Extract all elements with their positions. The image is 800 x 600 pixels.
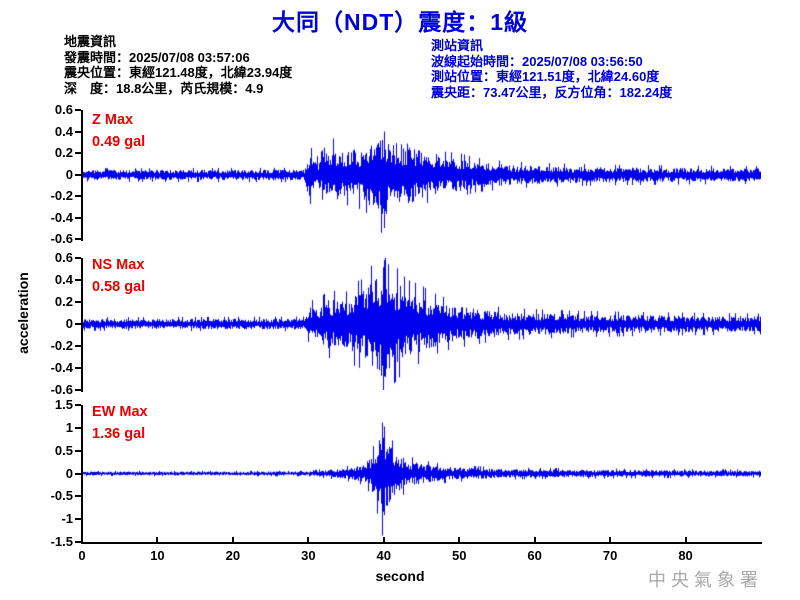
ns-y-tick-label: -0.4: [50, 360, 73, 375]
z-y-tick-label: -0.2: [50, 188, 73, 203]
page-title: 大同（NDT）震度：1級: [271, 9, 529, 35]
x-tick: [684, 537, 687, 542]
ns-y-tick-label: 0.6: [54, 250, 73, 265]
ew-y-tick-label: -0.5: [50, 488, 73, 504]
ns-y-tick: [75, 323, 81, 325]
ew-y-tick-label: 1.5: [54, 397, 73, 412]
origin-time-line: 發震時間：2025/07/08 03:57:06: [64, 49, 250, 65]
ns-y-tick-label: 0.4: [54, 272, 73, 287]
station-info-block: 測站資訊 波線起始時間：2025/07/08 03:56:50 測站位置：東經1…: [431, 38, 672, 100]
z-y-tick: [75, 195, 81, 197]
ew-y-tick: [75, 404, 81, 406]
y-axis-title: acceleration: [15, 272, 31, 354]
earthquake-info-block: 地震資訊 發震時間：2025/07/08 03:57:06 震央位置：東經121…: [64, 34, 292, 96]
x-tick-label: 30: [301, 548, 316, 563]
ew-y-tick: [75, 518, 81, 521]
x-tick: [382, 537, 385, 542]
x-axis-title: second: [375, 568, 425, 584]
ew-y-tick-label: 0: [65, 465, 73, 481]
station-location-line: 測站位置：東經121.51度，北緯24.60度: [431, 69, 660, 84]
z-y-tick: [75, 173, 81, 176]
x-tick: [156, 537, 159, 542]
z-y-tick: [75, 130, 81, 133]
ns-y-tick-label: 0: [65, 316, 73, 331]
x-tick-label: 20: [225, 548, 241, 563]
distance-azimuth-line: 震央距：73.47公里，反方位角：182.24度: [431, 84, 673, 100]
ew-y-tick-label: 0.5: [54, 442, 73, 458]
ew-y-tick: [75, 495, 81, 498]
earthquake-info-heading: 地震資訊: [64, 34, 117, 49]
x-tick-label: 0: [78, 548, 86, 563]
ns-y-tick-label: -0.6: [50, 382, 73, 397]
z-y-tick: [75, 216, 81, 219]
ew-y-tick-label: -1.5: [50, 534, 73, 549]
z-y-tick: [75, 238, 81, 240]
z-y-tick: [75, 109, 81, 111]
z-y-tick: [75, 152, 81, 154]
ew-waveform-canvas: [82, 405, 761, 542]
ns-y-axis-line: [81, 258, 83, 392]
ew-y-axis-line: [81, 405, 83, 544]
ew-y-tick: [75, 449, 81, 452]
ns-waveform-canvas: [82, 258, 761, 390]
ns-y-tick: [75, 367, 81, 369]
ns-y-tick: [75, 389, 81, 391]
x-tick-label: 70: [602, 548, 618, 563]
x-tick: [81, 537, 83, 542]
z-y-axis-line: [81, 110, 83, 241]
x-tick: [307, 537, 310, 542]
ns-y-tick: [75, 345, 81, 347]
station-info-heading: 測站資訊: [431, 38, 484, 53]
z-waveform-canvas: [82, 110, 761, 240]
x-tick-label: 60: [527, 548, 542, 563]
x-tick: [533, 537, 536, 542]
ew-y-tick-label: 1: [65, 419, 73, 435]
x-tick-label: 80: [678, 548, 693, 563]
ns-y-tick-label: -0.2: [50, 338, 73, 353]
x-axis-line: [81, 542, 762, 544]
ew-y-tick: [75, 541, 81, 543]
z-y-tick-label: 0.2: [54, 145, 73, 160]
z-y-tick-label: 0: [65, 166, 73, 182]
z-y-tick-label: 0.6: [54, 102, 73, 117]
x-tick: [609, 537, 612, 542]
x-tick: [458, 537, 461, 542]
x-tick: [231, 537, 234, 542]
x-tick-label: 40: [376, 548, 391, 563]
ns-y-tick-label: 0.2: [54, 294, 73, 309]
x-tick-label: 50: [451, 548, 467, 563]
wave-start-time-line: 波線起始時間：2025/07/08 03:56:50: [431, 53, 643, 69]
epicenter-line: 震央位置：東經121.48度，北緯23.94度: [64, 65, 293, 80]
depth-magnitude-line: 深 度：18.8公里，芮氏規模：4.9: [64, 80, 264, 96]
ns-y-tick: [75, 301, 81, 303]
ns-y-tick: [75, 257, 81, 259]
ew-y-tick-label: -1: [61, 511, 73, 527]
ns-y-tick: [75, 279, 81, 281]
x-tick-label: 10: [150, 548, 165, 563]
z-y-tick-label: -0.6: [50, 231, 73, 246]
z-y-tick-label: 0.4: [54, 123, 73, 139]
ew-y-tick: [75, 472, 81, 475]
ew-y-tick: [75, 426, 81, 429]
z-y-tick-label: -0.4: [50, 209, 73, 225]
agency-watermark: 中央氣象署: [648, 570, 763, 591]
